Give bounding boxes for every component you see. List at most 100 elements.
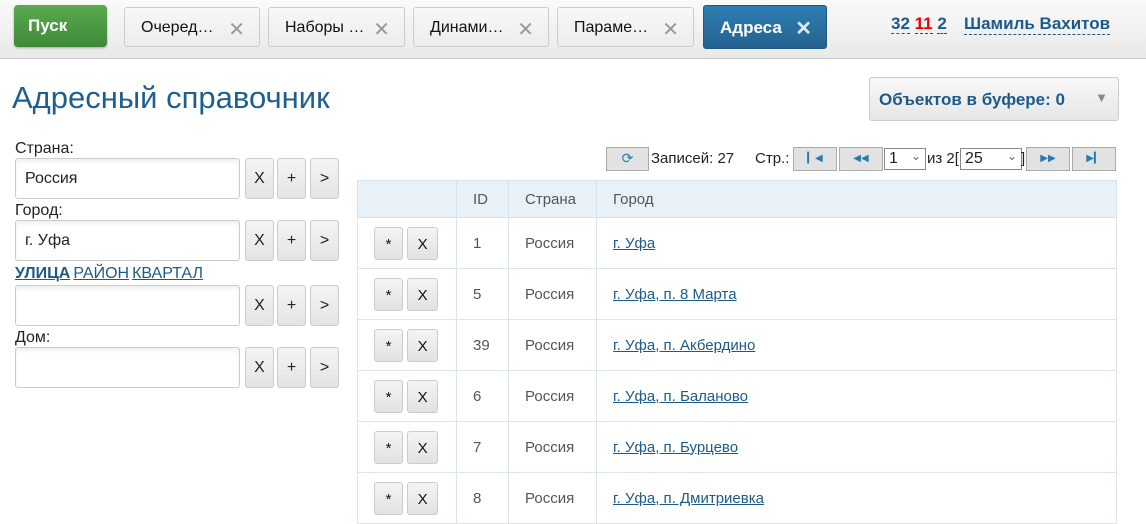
close-icon[interactable]: ✕ — [795, 18, 812, 40]
row-city: г. Уфа — [596, 217, 1117, 269]
mode-quarter[interactable]: КВАРТАЛ — [132, 265, 203, 282]
chevron-down-icon: ⌄ — [910, 149, 921, 163]
row-delete-button[interactable]: X — [407, 277, 439, 311]
prev-page-icon: ◀◀ — [853, 153, 869, 164]
col-city[interactable]: Город — [596, 180, 1117, 218]
house-go-button[interactable]: > — [310, 347, 339, 388]
row-delete-button[interactable]: X — [407, 379, 439, 413]
close-icon[interactable]: ✕ — [517, 19, 534, 41]
page-select[interactable]: 1 ⌄ — [884, 148, 926, 170]
col-actions — [357, 180, 457, 218]
city-go-button[interactable]: > — [310, 220, 339, 261]
tab-dynamic[interactable]: Динами… ✕ — [413, 7, 549, 47]
country-go-button[interactable]: > — [310, 158, 339, 199]
mode-district[interactable]: РАЙОН — [73, 265, 130, 282]
row-city: г. Уфа, п. Баланово — [596, 370, 1117, 422]
table-row: * X 39 Россия г. Уфа, п. Акбердино — [357, 319, 1117, 371]
row-select-button[interactable]: * — [374, 379, 403, 413]
row-country: Россия — [508, 319, 597, 371]
table-row: * X 8 Россия г. Уфа, п. Дмитриевка — [357, 472, 1117, 524]
street-mode-links: УЛИЦА РАЙОН КВАРТАЛ — [15, 265, 206, 283]
close-icon[interactable]: ✕ — [662, 19, 679, 41]
col-id[interactable]: ID — [456, 180, 509, 218]
house-add-button[interactable]: + — [277, 347, 306, 388]
row-actions: * X — [357, 217, 457, 269]
row-country: Россия — [508, 217, 597, 269]
tab-queues[interactable]: Очеред… ✕ — [124, 7, 260, 47]
row-select-button[interactable]: * — [374, 328, 403, 362]
row-id: 7 — [456, 421, 509, 473]
row-city: г. Уфа, п. Акбердино — [596, 319, 1117, 371]
page-size-select[interactable]: 25 ⌄ — [960, 148, 1022, 170]
city-link[interactable]: г. Уфа, п. Бурцево — [613, 438, 739, 456]
chevron-down-icon: ⌄ — [1006, 149, 1017, 163]
street-clear-button[interactable]: X — [245, 285, 274, 326]
close-icon[interactable]: ✕ — [228, 19, 245, 41]
row-city: г. Уфа, п. Бурцево — [596, 421, 1117, 473]
row-delete-button[interactable]: X — [407, 226, 439, 260]
mode-street[interactable]: УЛИЦА — [15, 265, 71, 282]
city-link[interactable]: г. Уфа, п. Баланово — [613, 387, 749, 405]
city-input[interactable]: г. Уфа — [15, 220, 240, 261]
street-input[interactable] — [15, 285, 240, 326]
row-city: г. Уфа, п. Дмитриевка — [596, 472, 1117, 524]
country-input[interactable]: Россия — [15, 158, 240, 199]
close-icon[interactable]: ✕ — [373, 19, 390, 41]
tab-addresses[interactable]: Адреса ✕ — [703, 5, 827, 49]
street-go-button[interactable]: > — [310, 285, 339, 326]
col-country[interactable]: Страна — [508, 180, 597, 218]
refresh-icon: ⟳ — [621, 150, 634, 166]
counters: 32 11 2 — [891, 14, 947, 34]
table-row: * X 7 Россия г. Уфа, п. Бурцево — [357, 421, 1117, 473]
top-bar: Пуск Очеред… ✕ Наборы … ✕ Динами… ✕ Параме…… — [0, 0, 1146, 59]
next-page-button[interactable]: ▶▶ — [1026, 147, 1070, 171]
row-actions: * X — [357, 268, 457, 320]
buffer-dropdown[interactable]: Объектов в буфере: 0 ▼ — [869, 77, 1119, 121]
table-row: * X 1 Россия г. Уфа — [357, 217, 1117, 269]
refresh-button[interactable]: ⟳ — [606, 147, 649, 171]
caret-down-icon: ▼ — [1095, 90, 1108, 105]
tab-sets[interactable]: Наборы … ✕ — [268, 7, 405, 47]
user-link[interactable]: Шамиль Вахитов — [964, 14, 1111, 35]
city-link[interactable]: г. Уфа, п. 8 Марта — [613, 285, 737, 303]
start-button[interactable]: Пуск — [14, 5, 107, 47]
house-input[interactable] — [15, 347, 240, 388]
tab-label: Параме… — [574, 19, 649, 36]
row-delete-button[interactable]: X — [407, 328, 439, 362]
city-link[interactable]: г. Уфа, п. Дмитриевка — [613, 489, 764, 507]
city-link[interactable]: г. Уфа — [613, 234, 656, 252]
city-add-button[interactable]: + — [277, 220, 306, 261]
first-page-button[interactable]: ▎◀ — [793, 147, 837, 171]
page-of: из 2[ — [927, 150, 959, 167]
city-clear-button[interactable]: X — [245, 220, 274, 261]
page-close-bracket: ] — [1021, 150, 1026, 167]
row-country: Россия — [508, 421, 597, 473]
street-add-button[interactable]: + — [277, 285, 306, 326]
page-label: Стр.: — [755, 150, 790, 167]
row-id: 5 — [456, 268, 509, 320]
row-select-button[interactable]: * — [374, 430, 403, 464]
last-page-icon: ▶▎ — [1086, 153, 1102, 164]
table-row: * X 5 Россия г. Уфа, п. 8 Марта — [357, 268, 1117, 320]
tab-params[interactable]: Параме… ✕ — [557, 7, 694, 47]
prev-page-button[interactable]: ◀◀ — [839, 147, 883, 171]
country-clear-button[interactable]: X — [245, 158, 274, 199]
row-actions: * X — [357, 319, 457, 371]
row-delete-button[interactable]: X — [407, 481, 439, 515]
row-select-button[interactable]: * — [374, 226, 403, 260]
counter-2[interactable]: 11 — [914, 14, 933, 34]
last-page-button[interactable]: ▶▎ — [1072, 147, 1116, 171]
house-label: Дом: — [15, 329, 51, 346]
row-delete-button[interactable]: X — [407, 430, 439, 464]
house-clear-button[interactable]: X — [245, 347, 274, 388]
country-add-button[interactable]: + — [277, 158, 306, 199]
city-link[interactable]: г. Уфа, п. Акбердино — [613, 336, 756, 354]
row-city: г. Уфа, п. 8 Марта — [596, 268, 1117, 320]
row-country: Россия — [508, 268, 597, 320]
tab-label: Очеред… — [141, 19, 214, 36]
row-select-button[interactable]: * — [374, 481, 403, 515]
counter-1[interactable]: 32 — [891, 14, 910, 34]
city-label: Город: — [15, 202, 63, 219]
counter-3[interactable]: 2 — [937, 14, 947, 34]
row-select-button[interactable]: * — [374, 277, 403, 311]
